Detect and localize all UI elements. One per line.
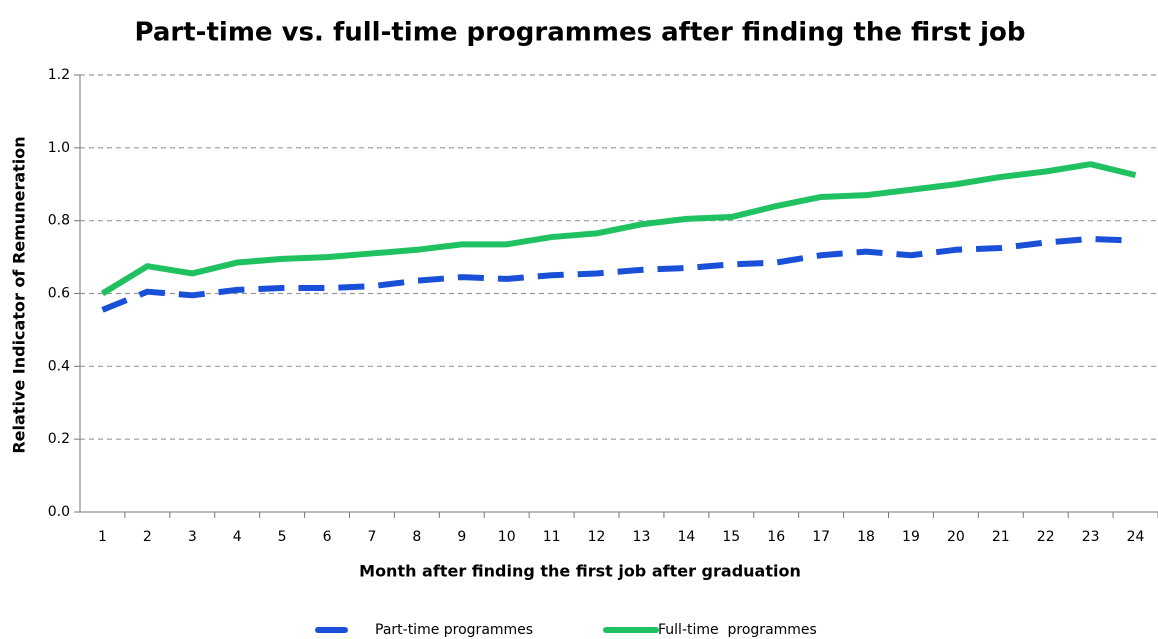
x-tick-label: 1	[98, 529, 107, 545]
series-line	[101, 235, 1136, 313]
y-tick-label: 0.2	[48, 431, 70, 447]
x-tick-label: 13	[633, 529, 651, 545]
series-line	[100, 161, 1137, 297]
x-tick-label: 11	[543, 529, 561, 545]
chart-title: Part-time vs. full-time programmes after…	[135, 18, 1026, 48]
y-tick-label: 0.8	[48, 213, 70, 229]
x-tick-label: 23	[1082, 529, 1100, 545]
x-tick-label: 18	[857, 529, 875, 545]
x-tick-label: 10	[498, 529, 516, 545]
y-tick-label: 0.4	[48, 358, 70, 374]
y-tick-label: 1.0	[48, 140, 70, 156]
x-tick-label: 6	[323, 529, 332, 545]
x-tick-label: 4	[233, 529, 242, 545]
x-tick-label: 22	[1037, 529, 1055, 545]
x-tick-label: 16	[767, 529, 785, 545]
y-tick-label: 0.6	[48, 286, 70, 302]
x-tick-label: 24	[1127, 529, 1145, 545]
y-tick-label: 1.2	[48, 67, 70, 83]
x-tick-label: 17	[812, 529, 830, 545]
x-tick-label: 3	[188, 529, 197, 545]
x-tick-label: 15	[722, 529, 740, 545]
x-tick-label: 8	[412, 529, 421, 545]
x-tick-label: 9	[457, 529, 466, 545]
x-tick-label: 14	[677, 529, 695, 545]
legend-label: Full-time programmes	[658, 622, 817, 638]
y-axis-label: Relative Indicator of Remuneration	[10, 136, 29, 453]
x-axis-label: Month after finding the first job after …	[359, 562, 801, 581]
y-tick-label: 0.0	[48, 504, 70, 520]
legend-label: Part-time programmes	[375, 622, 533, 638]
x-tick-label: 20	[947, 529, 965, 545]
x-tick-label: 7	[367, 529, 376, 545]
x-tick-label: 21	[992, 529, 1010, 545]
x-tick-label: 19	[902, 529, 920, 545]
x-tick-label: 5	[278, 529, 287, 545]
x-tick-label: 2	[143, 529, 152, 545]
x-tick-label: 12	[588, 529, 606, 545]
